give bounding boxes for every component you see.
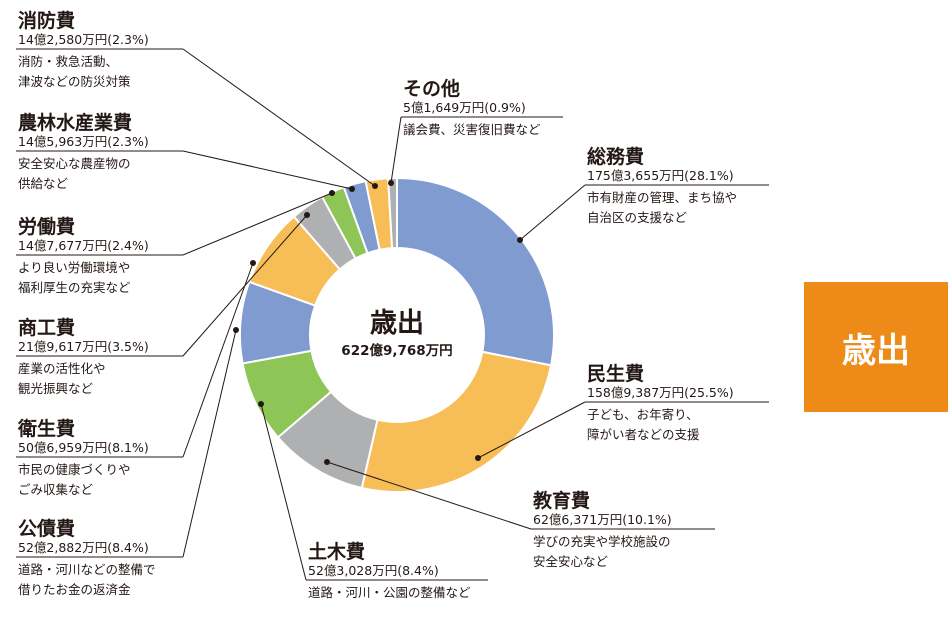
chart-center-title: 歳出 (370, 308, 424, 339)
slice-label-minsei: 民生費 158億9,387万円(25.5%) 子ども、お年寄り、 障がい者などの支援 (587, 363, 769, 445)
slice-minsei (360, 350, 553, 493)
slice-amount: 14億5,963万円(2.3%) (18, 134, 149, 149)
leader-line-kousai (182, 329, 237, 558)
slice-amount: 14億2,580万円(2.3%) (18, 32, 149, 47)
leader-lines (16, 48, 769, 581)
slice-label-shoukou: 商工費 21億9,617万円(3.5%) 産業の活性化や 観光振興など (18, 317, 183, 399)
slice-amount: 21億9,617万円(3.5%) (18, 339, 149, 354)
slice-name: 教育費 (533, 490, 591, 512)
leader-line-roudou (182, 192, 333, 256)
slice-amount: 62億6,371万円(10.1%) (533, 512, 672, 527)
slice-name: 商工費 (18, 317, 76, 339)
slice-name: 総務費 (587, 146, 645, 168)
leader-line-soumu (519, 184, 586, 241)
leader-dot-kyouiku (324, 459, 330, 465)
leader-dot-minsei (475, 455, 481, 461)
slice-amount: 14億7,677万円(2.4%) (18, 238, 149, 253)
leader-dot-shoukou (304, 212, 310, 218)
slice-description: 道路・河川などの整備で 借りたお金の返済金 (18, 562, 156, 597)
slice-label-kyouiku: 教育費 62億6,371万円(10.1%) 学びの充実や学校施設の 安全安心など (533, 490, 715, 572)
slice-name: 民生費 (587, 363, 645, 385)
slice-description: 道路・河川・公園の整備など (308, 585, 471, 600)
chart-center-total: 622億9,768万円 (341, 343, 453, 359)
leader-dot-roudou (329, 190, 335, 196)
leader-line-kyouiku (326, 461, 532, 530)
slice-amount: 52億2,882万円(8.4%) (18, 540, 149, 555)
slice-description: 消防・救急活動、 津波などの防災対策 (18, 54, 131, 89)
slice-description: 学びの充実や学校施設の 安全安心など (533, 534, 671, 569)
leader-dot-eisei (250, 260, 256, 266)
leader-line-minsei (477, 401, 586, 459)
slice-label-nourin: 農林水産業費 14億5,963万円(2.3%) 安全安心な農産物の 供給など (18, 112, 183, 194)
slice-description: 市民の健康づくりや ごみ収集など (18, 462, 131, 497)
leader-dot-nourin (349, 186, 355, 192)
slice-label-kousai: 公債費 52億2,882万円(8.4%) 道路・河川などの整備で 借りたお金の返済金 (18, 518, 183, 600)
leader-dot-doboku (258, 401, 264, 407)
leader-line-eisei (182, 262, 254, 458)
slice-description: 議会費、災害復旧費など (403, 122, 541, 137)
slice-label-eisei: 衛生費 50億6,959万円(8.1%) 市民の健康づくりや ごみ収集など (18, 418, 183, 500)
slice-description: より良い労働環境や 福利厚生の充実など (18, 260, 131, 295)
leader-dot-soumu (517, 237, 523, 243)
slice-name: 公債費 (18, 518, 76, 540)
leader-dot-kousai (233, 327, 239, 333)
slice-name: その他 (403, 78, 461, 100)
slice-label-shoubou: 消防費 14億2,580万円(2.3%) 消防・救急活動、 津波などの防災対策 (18, 10, 183, 92)
slice-name: 衛生費 (18, 418, 76, 440)
leader-line-shoubou (182, 48, 376, 187)
slice-amount: 52億3,028万円(8.4%) (308, 563, 439, 578)
slice-amount: 175億3,655万円(28.1%) (587, 168, 734, 183)
slice-label-soumu: 総務費 175億3,655万円(28.1%) 市有財産の管理、まち協や 自治区の支援… (587, 146, 769, 228)
slice-amount: 158億9,387万円(25.5%) (587, 385, 734, 400)
leader-line-sonota (390, 116, 402, 184)
slice-description: 子ども、お年寄り、 障がい者などの支援 (587, 407, 700, 442)
leader-line-nourin (182, 150, 353, 190)
slice-label-doboku: 土木費 52億3,028万円(8.4%) 道路・河川・公園の整備など (308, 541, 488, 603)
slice-soumu (396, 176, 555, 367)
slice-amount: 5億1,649万円(0.9%) (403, 100, 526, 115)
slice-label-roudou: 労働費 14億7,677万円(2.4%) より良い労働環境や 福利厚生の充実など (18, 216, 183, 298)
section-badge: 歳出 (804, 282, 948, 412)
slice-description: 産業の活性化や 観光振興など (18, 361, 106, 396)
leader-dot-sonota (388, 180, 394, 186)
slice-name: 消防費 (18, 10, 76, 32)
leader-line-doboku (260, 403, 307, 581)
leader-line-shoukou (182, 214, 308, 357)
slice-name: 土木費 (308, 541, 366, 563)
slice-description: 安全安心な農産物の 供給など (18, 156, 131, 191)
slice-description: 市有財産の管理、まち協や 自治区の支援など (587, 190, 738, 225)
leader-dot-shoubou (372, 183, 378, 189)
slice-name: 労働費 (18, 216, 76, 238)
slice-label-sonota: その他 5億1,649万円(0.9%) 議会費、災害復旧費など (403, 78, 563, 140)
slice-amount: 50億6,959万円(8.1%) (18, 440, 149, 455)
slice-sonota (387, 176, 398, 250)
slice-name: 農林水産業費 (18, 112, 133, 134)
